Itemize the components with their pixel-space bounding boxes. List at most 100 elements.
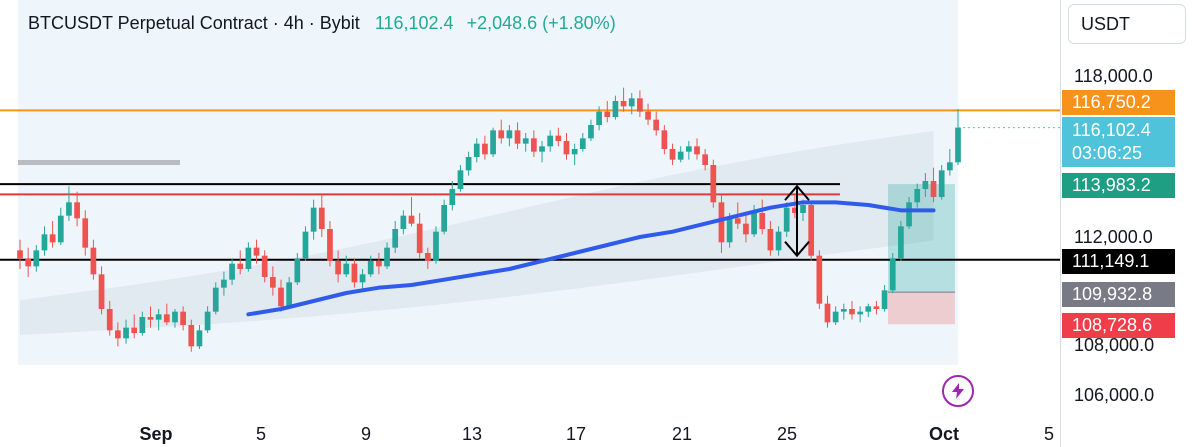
candle-body: [473, 143, 480, 157]
last-price-value: 116,102.4: [1072, 120, 1151, 140]
candle-body: [41, 234, 48, 251]
chart-title: BTCUSDT Perpetual Contract · 4h · Bybit: [28, 13, 360, 33]
candle-body: [653, 119, 660, 131]
candle-body: [743, 223, 749, 235]
candle-body: [212, 287, 219, 312]
price-tick: 112,000.0: [1074, 227, 1153, 247]
candle-body: [139, 317, 146, 333]
time-label: 17: [565, 424, 587, 444]
price-tick: 106,000.0: [1074, 385, 1155, 405]
candle-body: [955, 127, 961, 163]
last-price-text: 116,102.4: [374, 13, 454, 33]
candle-body: [335, 261, 341, 275]
candle-body: [180, 311, 186, 325]
candle-body: [930, 181, 937, 197]
candle-body: [914, 189, 921, 203]
candle-body: [849, 309, 855, 315]
candle-body: [17, 250, 23, 259]
candle-body: [588, 125, 594, 139]
range-arrow-head-up: [784, 184, 810, 201]
support-price-tag: 111,149.1: [1062, 249, 1175, 274]
candle-body: [620, 101, 627, 107]
candle-body: [245, 247, 252, 269]
candle-body: [106, 309, 113, 331]
candle-body: [261, 255, 268, 277]
candle-body: [800, 205, 806, 213]
price-tick: 118,000.0: [1074, 66, 1153, 86]
candle-body: [661, 130, 668, 149]
candle-body: [669, 149, 676, 160]
time-label: Oct: [928, 424, 960, 444]
candle-body: [506, 130, 513, 139]
candle-body: [604, 111, 611, 117]
candle-body: [637, 98, 643, 112]
candle-body: [865, 306, 872, 312]
candle-body: [734, 218, 741, 224]
candle-body: [702, 154, 709, 165]
candle-body: [816, 255, 823, 304]
bar-countdown: 03:06:25: [1072, 143, 1143, 163]
candle-body: [547, 135, 554, 147]
time-label: Sep: [139, 424, 173, 444]
candle-body: [808, 205, 815, 256]
candle-body: [539, 146, 545, 152]
envelope-band: [20, 131, 934, 335]
price-change-text: +2,048.6 (+1.80%): [466, 13, 616, 33]
candle-body: [645, 111, 651, 120]
candle-body: [123, 327, 129, 339]
candle-body: [204, 311, 211, 331]
time-label: 13: [461, 424, 483, 444]
candle-body: [946, 162, 953, 171]
candle-body: [906, 202, 912, 227]
range-arrow-head-down: [784, 241, 810, 258]
candle-body: [302, 231, 309, 259]
candle-body: [408, 215, 415, 224]
candle-body: [751, 213, 757, 235]
candle-body: [351, 263, 358, 283]
candle-body: [482, 143, 488, 155]
time-label: 21: [671, 424, 693, 444]
price-chart[interactable]: [0, 0, 1060, 420]
candle-body: [898, 226, 904, 259]
candle-body: [318, 207, 325, 229]
candle-body: [327, 229, 333, 261]
candle-body: [857, 311, 863, 315]
candle-body: [359, 274, 366, 283]
candle-body: [188, 325, 195, 347]
candle-body: [783, 207, 790, 232]
time-label: 5: [255, 424, 267, 444]
candle-body: [82, 218, 89, 248]
time-axis[interactable]: Sep 5 9 13 17 21 25 Oct 5: [0, 420, 1060, 447]
candle-body: [759, 213, 766, 229]
candle-body: [465, 157, 472, 171]
candle-body: [457, 170, 464, 189]
candle-body: [441, 205, 447, 232]
entry-price-tag: 109,932.8: [1062, 282, 1175, 307]
time-label: 25: [776, 424, 798, 444]
candle-body: [628, 98, 635, 107]
candle-body: [196, 330, 203, 347]
candle-body: [832, 311, 839, 323]
chart-header: BTCUSDT Perpetual Contract · 4h · Bybit …: [28, 13, 616, 34]
lightning-bolt-icon[interactable]: [942, 375, 974, 407]
candle-body: [889, 258, 896, 291]
candle-body: [131, 327, 138, 333]
candle-body: [579, 138, 586, 149]
candle-body: [294, 258, 301, 283]
target-price-tag: 113,983.2: [1062, 173, 1175, 198]
resistance-price-tag: 116,750.2: [1062, 90, 1175, 115]
chart-area[interactable]: BTCUSDT Perpetual Contract · 4h · Bybit …: [0, 0, 1060, 420]
candle-body: [392, 229, 399, 248]
candle-body: [498, 130, 505, 139]
price-scale[interactable]: [1060, 0, 1200, 447]
candle-body: [278, 287, 284, 307]
loss-zone: [888, 292, 955, 325]
currency-selector-button[interactable]: USDT: [1068, 4, 1186, 44]
candle-body: [596, 111, 602, 125]
time-label: 5: [1043, 424, 1055, 444]
candle-body: [269, 277, 276, 288]
candle-body: [726, 218, 733, 243]
candle-body: [677, 151, 684, 160]
candle-body: [155, 314, 162, 320]
stop-price-tag: 108,728.6: [1062, 313, 1175, 338]
